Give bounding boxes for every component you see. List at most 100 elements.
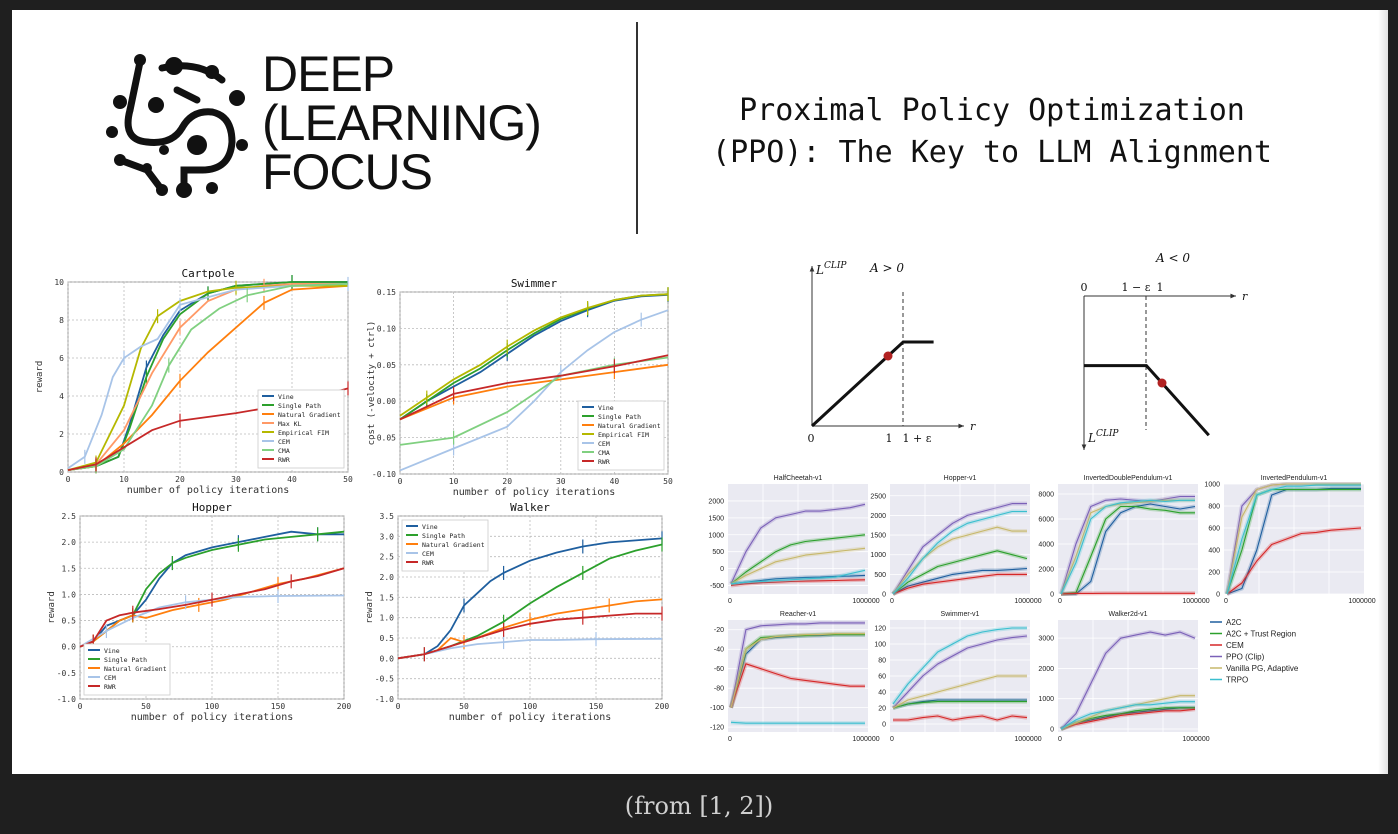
chart-title: Cartpole bbox=[182, 267, 235, 280]
y-tick-label: 2.0 bbox=[62, 538, 77, 547]
legend-label: Single Path bbox=[104, 656, 147, 664]
series-line-cem bbox=[730, 579, 866, 587]
series-line-trpo bbox=[1060, 499, 1195, 595]
logo-line-2: (LEARNING) bbox=[262, 95, 542, 151]
series-line-cem bbox=[67, 283, 349, 469]
series-line-cem bbox=[730, 663, 865, 708]
series-line-a2c bbox=[1060, 707, 1195, 730]
y-tick-label: 1500 bbox=[870, 533, 886, 540]
y-tick-label: 10 bbox=[54, 278, 64, 287]
y-tick-label: -20 bbox=[714, 627, 724, 634]
legend-label: CEM bbox=[278, 438, 290, 446]
panel-title: InvertedDoublePendulum-v1 bbox=[1084, 475, 1173, 482]
series-line-a2c-trust-region bbox=[730, 534, 866, 585]
x-tick-label: 200 bbox=[655, 702, 670, 711]
chart-walker: 0 50 100 150 200 -1.0 -0.5 0.0 0.5 1.0 1.5 2.0 2.5 3.… bbox=[365, 501, 669, 723]
legend-label: Vine bbox=[422, 523, 438, 531]
y-tick-label: 2000 bbox=[708, 498, 724, 505]
x-axis-label: number of policy iterations bbox=[449, 712, 612, 723]
chart-title: A > 0 bbox=[869, 261, 904, 275]
y-tick-label: 4 bbox=[59, 392, 64, 401]
y-tick-label: 0 bbox=[720, 566, 724, 573]
chart-title: A < 0 bbox=[1155, 251, 1190, 265]
panel-title: Reacher-v1 bbox=[780, 611, 816, 618]
series-line-trpo bbox=[892, 627, 1027, 705]
y-tick-label: 1000 bbox=[1038, 696, 1054, 703]
y-tick-label: -100 bbox=[710, 705, 724, 712]
series-line-max-kl bbox=[67, 282, 348, 471]
y-tick-label: -500 bbox=[710, 583, 724, 590]
legend-label: Vine bbox=[598, 404, 614, 412]
clip-objective-line bbox=[1084, 364, 1210, 437]
benchmark-halfcheetah-v1: -500 0 500 1000 1500 2000 0 1000000 HalfCheetah-… bbox=[708, 475, 879, 605]
y-tick-label: 3.0 bbox=[380, 532, 395, 541]
x-tick-label: 30 bbox=[231, 475, 241, 484]
series-line-trpo bbox=[1060, 701, 1195, 730]
y-tick-label: 0.00 bbox=[377, 397, 396, 406]
y-tick-label: 1.5 bbox=[380, 593, 395, 602]
x-tick-label: 0 bbox=[66, 475, 71, 484]
x-tick-label: 0 bbox=[890, 598, 894, 605]
x-tick-label: 1000000 bbox=[1014, 598, 1041, 605]
panel-title: HalfCheetah-v1 bbox=[774, 475, 823, 482]
y-tick-label: -60 bbox=[714, 666, 724, 673]
series-line-a2c bbox=[892, 567, 1028, 595]
y-tick-label: 500 bbox=[712, 549, 724, 556]
y-tick-label: 200 bbox=[1208, 570, 1220, 577]
x-tick-label: 1 − ε bbox=[1122, 281, 1151, 294]
y-tick-label: 40 bbox=[878, 690, 886, 697]
legend-label: RWR bbox=[422, 559, 434, 567]
series-line-trpo bbox=[730, 721, 865, 724]
legend-label: Vine bbox=[104, 647, 120, 655]
x-tick-label: 0 bbox=[78, 702, 83, 711]
y-tick-label: 1500 bbox=[708, 515, 724, 522]
x-tick-label: 20 bbox=[502, 477, 512, 486]
logo-line-3: FOCUS bbox=[262, 144, 433, 200]
y-tick-label: 0.5 bbox=[380, 634, 395, 643]
x-tick-label: 0 bbox=[1058, 598, 1062, 605]
y-axis-label: LCLIP bbox=[1087, 429, 1119, 445]
series-line-ppo-clip bbox=[1060, 495, 1195, 595]
title-line-2: (PPO): The Key to LLM Alignment bbox=[712, 135, 1272, 170]
chart-title: Hopper bbox=[192, 501, 232, 514]
y-axis-label: cost (-velocity + ctrl) bbox=[367, 321, 377, 446]
legend-label: Single Path bbox=[598, 413, 641, 421]
series-line-a2c-trust-region bbox=[1226, 488, 1361, 595]
y-tick-label: 0.0 bbox=[380, 654, 395, 663]
x-tick-label: 1 bbox=[886, 432, 893, 445]
chart-title: Swimmer bbox=[511, 277, 558, 290]
series-line-a2c-trust-region bbox=[892, 701, 1027, 709]
legend-label: Vanilla PG, Adaptive bbox=[1226, 664, 1299, 673]
series-line-rwr bbox=[399, 354, 669, 421]
y-tick-label: 2000 bbox=[870, 513, 886, 520]
benchmark-legend: A2C A2C + Trust Region CEM PPO (Clip) Vanill… bbox=[1210, 618, 1299, 685]
figure-caption: (from [1, 2]) bbox=[624, 792, 774, 820]
series-line-ppo-clip bbox=[892, 635, 1028, 709]
logo-line-1: DEEP bbox=[262, 46, 395, 102]
legend-label: CEM bbox=[422, 550, 434, 558]
chart-cartpole: 0 10 20 30 40 50 0 2 4 6 8 10 Cartpole number of poli… bbox=[35, 267, 353, 496]
legend-label: Natural Gradient bbox=[598, 422, 661, 430]
y-tick-label: 0 bbox=[1216, 592, 1220, 599]
x-tick-label: 150 bbox=[271, 702, 286, 711]
panel-title: Swimmer-v1 bbox=[941, 611, 980, 618]
y-tick-label: -40 bbox=[714, 647, 724, 654]
x-tick-label: 0 bbox=[1224, 598, 1228, 605]
series-line-vanilla-pg-adaptive bbox=[1226, 483, 1361, 595]
x-tick-label: 1000000 bbox=[1348, 598, 1375, 605]
y-axis-label: reward bbox=[35, 361, 45, 394]
clip-objective-line bbox=[810, 340, 934, 428]
y-tick-label: 1000 bbox=[870, 552, 886, 559]
y-tick-label: 0 bbox=[59, 468, 64, 477]
y-tick-label: 0.0 bbox=[62, 643, 77, 652]
y-tick-label: 2 bbox=[59, 430, 64, 439]
legend-label: CEM bbox=[598, 440, 610, 448]
ratio-marker bbox=[1157, 378, 1167, 388]
y-tick-label: 20 bbox=[878, 706, 886, 713]
y-tick-label: 2.0 bbox=[380, 573, 395, 582]
legend-label: CEM bbox=[104, 674, 116, 682]
